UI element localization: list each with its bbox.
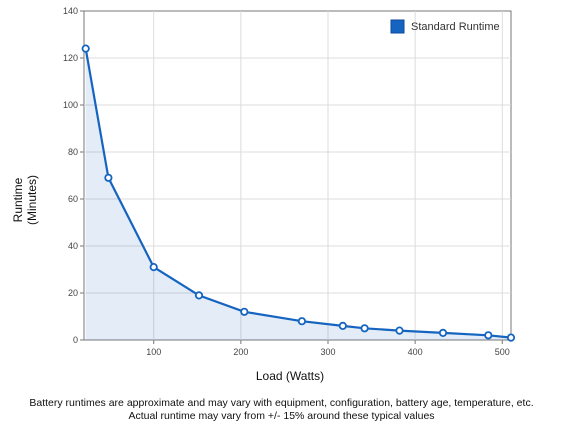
x-tick-label: 500 [495, 347, 510, 357]
y-tick-label: 0 [73, 335, 78, 345]
data-point[interactable] [194, 291, 204, 300]
x-tick-label: 200 [233, 347, 248, 357]
data-point[interactable] [81, 44, 90, 53]
data-point[interactable] [484, 331, 493, 340]
data-point[interactable] [240, 307, 249, 316]
y-axis-title-line1: Runtime [11, 177, 25, 222]
y-tick-label: 60 [68, 194, 78, 204]
data-point[interactable] [297, 317, 306, 326]
plot-frame [83, 10, 512, 341]
data-points [81, 44, 516, 342]
x-axis-ticks: 100 200 300 400 500 [146, 340, 510, 357]
y-tick-label: 120 [63, 53, 78, 63]
y-tick-label: 40 [68, 241, 78, 251]
x-axis-title: Load (Watts) [256, 369, 324, 383]
data-point[interactable] [338, 321, 347, 330]
grid [84, 11, 511, 340]
y-axis-ticks: 0 20 40 60 80 100 120 140 [63, 6, 84, 345]
y-axis-title-line2: (Minutes) [25, 175, 39, 225]
data-point[interactable] [104, 173, 113, 182]
runtime-chart: 0 20 40 60 80 100 120 140 100 200 300 400 500 Stand… [11, 6, 516, 383]
series-line [84, 48, 512, 339]
data-point[interactable] [395, 326, 404, 335]
x-tick-label: 300 [320, 347, 335, 357]
legend-label: Standard Runtime [411, 21, 500, 33]
x-tick-label: 100 [146, 347, 161, 357]
y-tick-label: 100 [63, 100, 78, 110]
legend[interactable]: Standard Runtime [390, 19, 500, 34]
y-tick-label: 80 [68, 147, 78, 157]
footnote-line-1: Battery runtimes are approximate and may… [29, 397, 534, 409]
data-point[interactable] [438, 328, 448, 337]
data-point[interactable] [149, 262, 158, 272]
footnote-line-2: Actual runtime may vary from +/- 15% aro… [128, 410, 435, 422]
y-tick-label: 20 [68, 288, 78, 298]
series-area [85, 48, 511, 340]
y-tick-label: 140 [63, 6, 78, 16]
legend-swatch [390, 19, 405, 34]
x-tick-label: 400 [408, 347, 423, 357]
data-point[interactable] [360, 324, 369, 333]
data-point[interactable] [506, 333, 516, 342]
